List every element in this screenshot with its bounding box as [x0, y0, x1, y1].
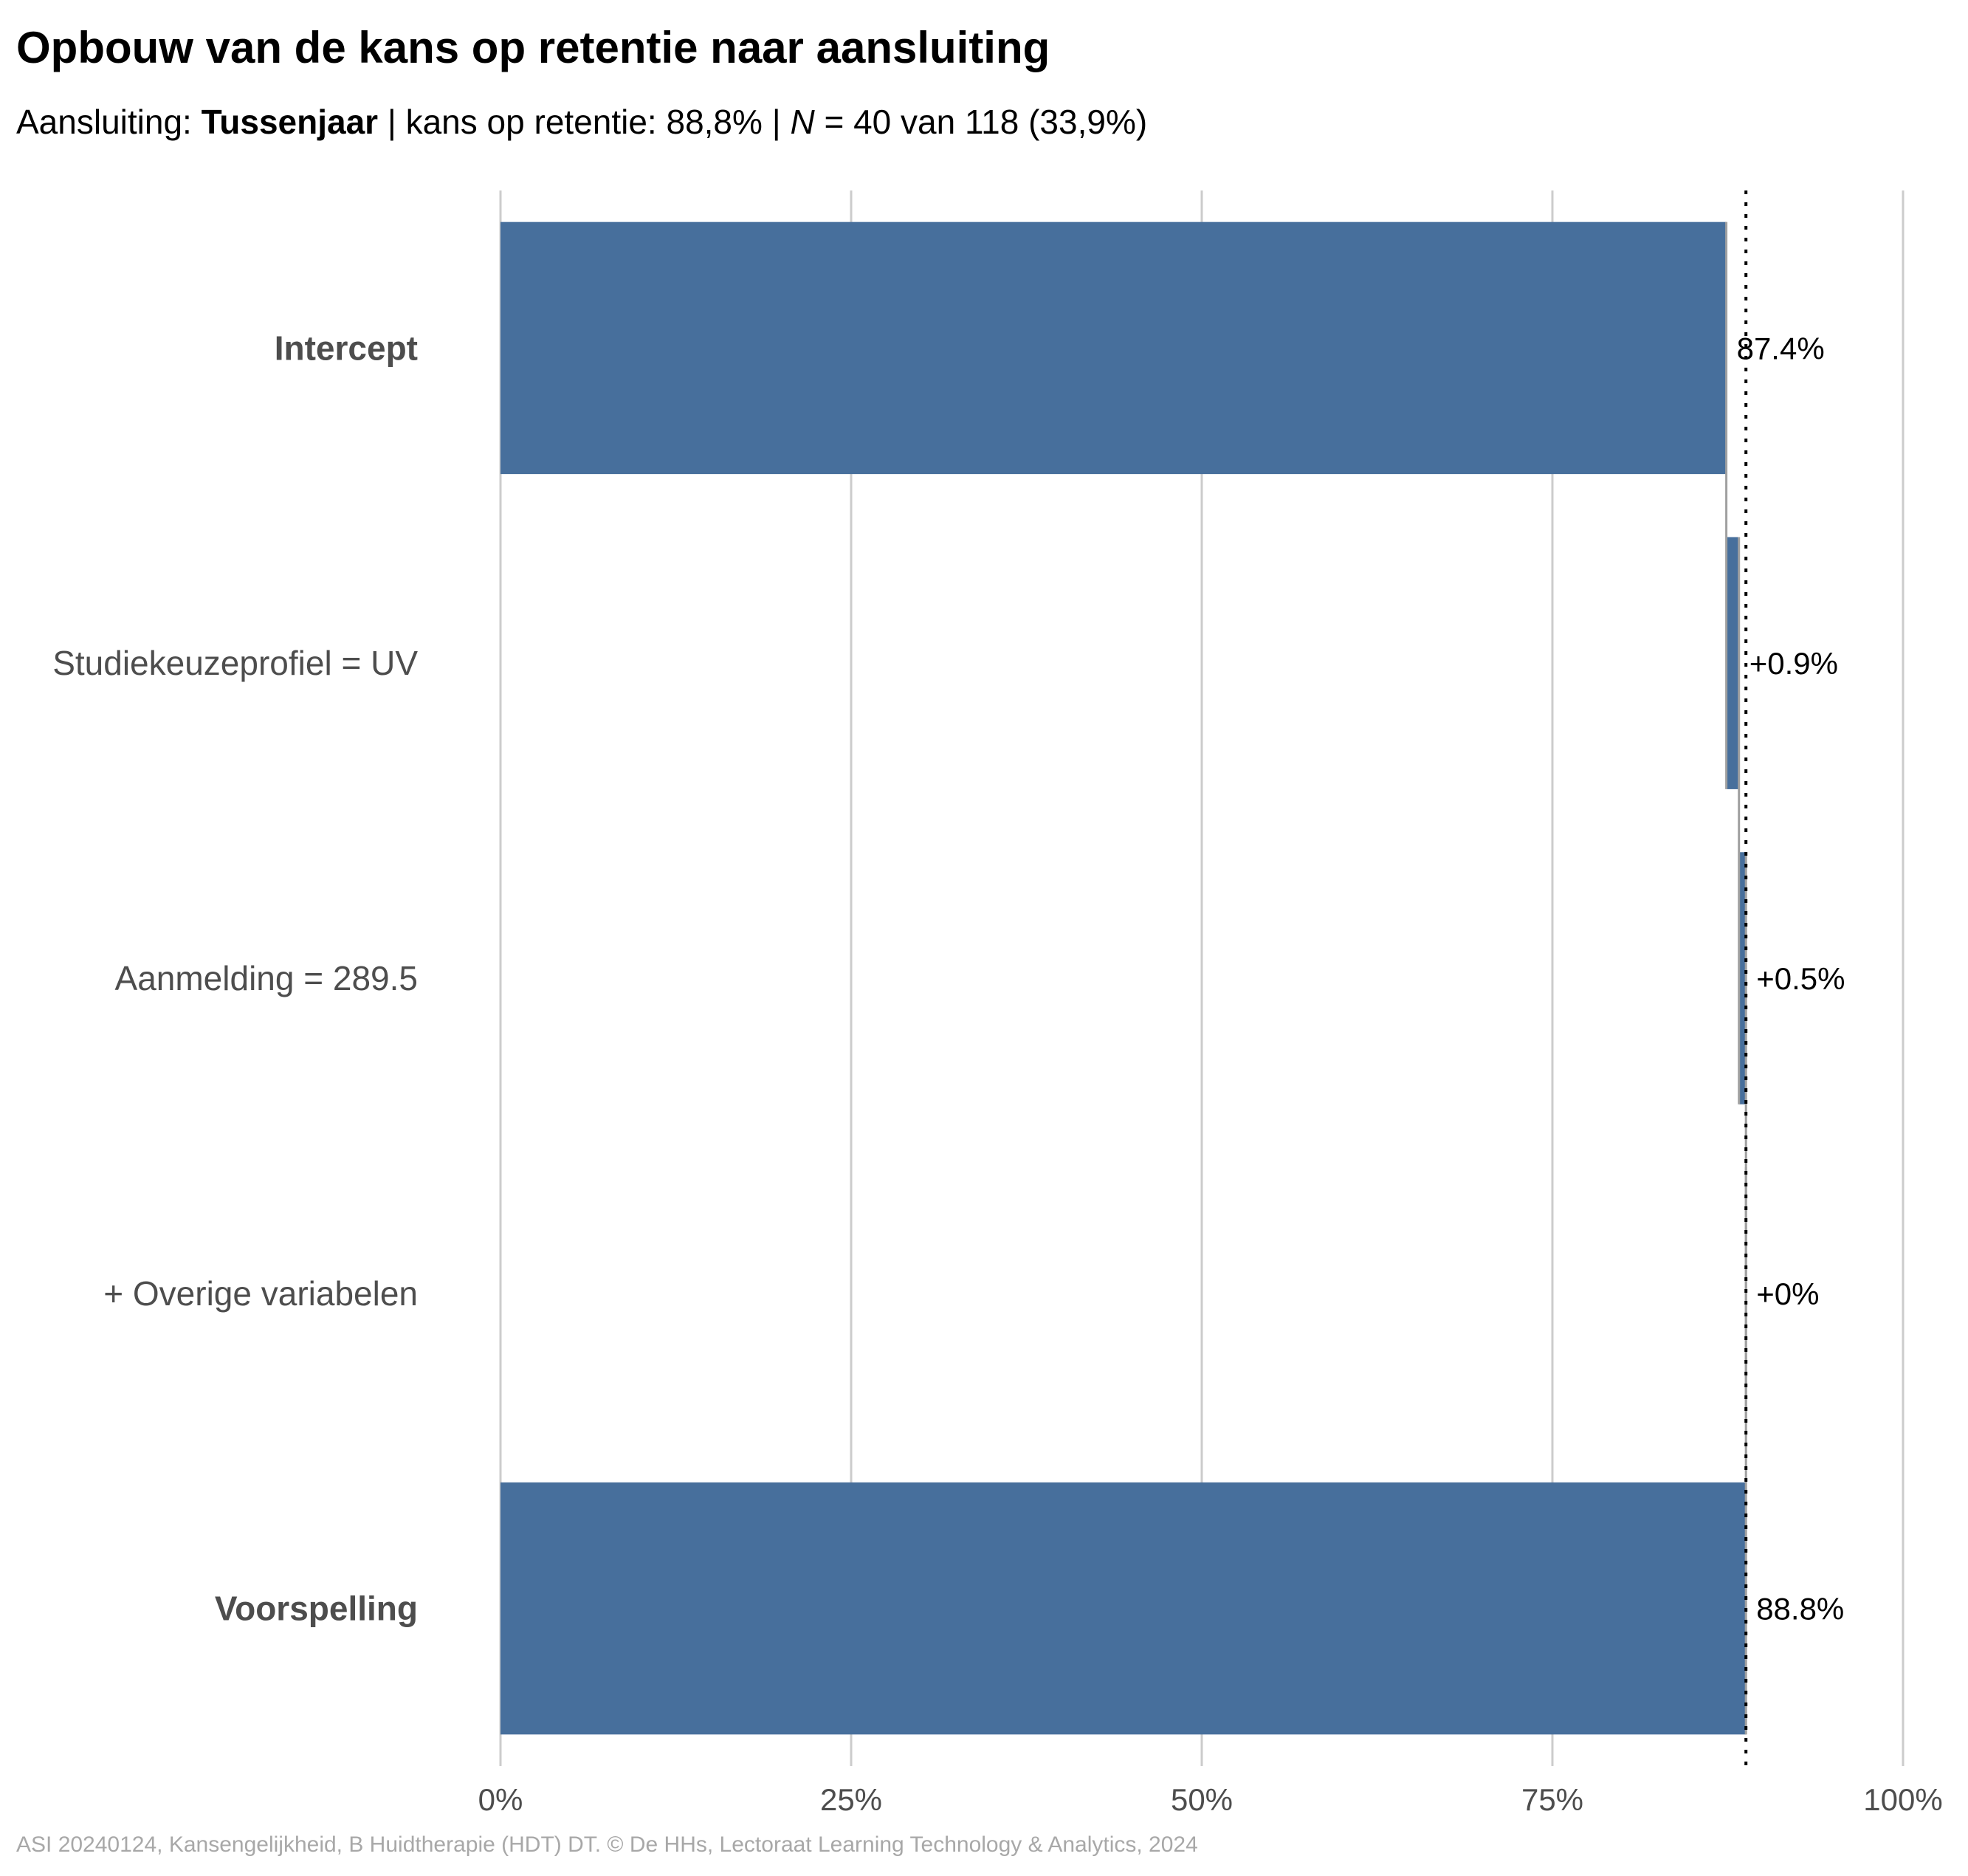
category-label: Aanmelding = 289.5 [115, 959, 418, 997]
subtitle-n-symbol: N [790, 103, 815, 141]
value-label: 87.4% [1737, 331, 1825, 365]
value-label: 88.8% [1756, 1592, 1844, 1626]
value-label: +0.5% [1756, 961, 1845, 996]
subtitle-middle: | kans op retentie: 88,8% | [378, 103, 791, 141]
bar-1 [1726, 537, 1739, 789]
chart-subtitle: Aansluiting: Tussenjaar | kans op retent… [16, 102, 1147, 142]
value-label: +0.9% [1749, 646, 1838, 681]
x-tick-label: 75% [1521, 1782, 1583, 1817]
subtitle-suffix: = 40 van 118 (33,9%) [814, 103, 1148, 141]
x-tick-label: 100% [1863, 1782, 1942, 1817]
category-label: + Overige variabelen [103, 1274, 418, 1313]
bar-0 [500, 221, 1727, 475]
category-label: Voorspelling [215, 1590, 418, 1628]
value-label: +0% [1756, 1277, 1819, 1311]
x-tick-label: 0% [478, 1782, 523, 1817]
chart-caption: ASI 20240124, Kansengelijkheid, B Huidth… [16, 1832, 1198, 1857]
chart-title: Opbouw van de kans op retentie naar aans… [16, 23, 1050, 72]
category-label: Intercept [275, 329, 418, 367]
subtitle-group: Tussenjaar [201, 103, 379, 141]
x-tick-label: 50% [1171, 1782, 1233, 1817]
x-tick-label: 25% [820, 1782, 882, 1817]
bar-2 [1738, 852, 1747, 1104]
category-label: Studiekeuzeprofiel = UV [52, 644, 418, 682]
bar-4 [500, 1482, 1747, 1735]
subtitle-prefix: Aansluiting: [16, 103, 202, 141]
